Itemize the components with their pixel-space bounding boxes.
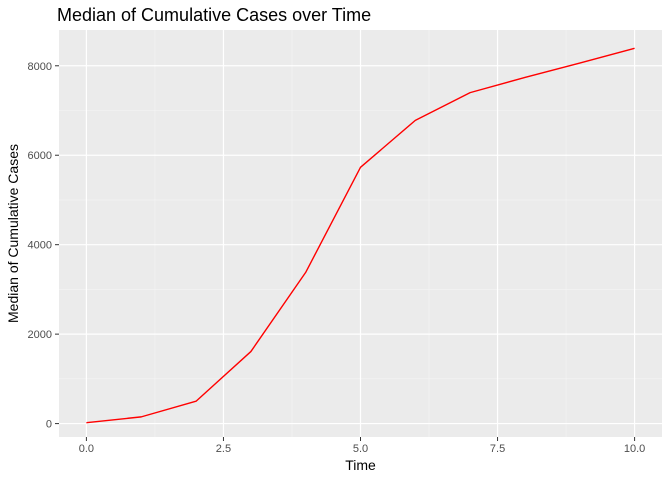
x-tick-label: 7.5 bbox=[490, 443, 505, 455]
y-axis-title: Median of Cumulative Cases bbox=[5, 144, 21, 323]
series-layer bbox=[86, 47, 635, 424]
x-axis-title: Time bbox=[345, 457, 376, 473]
y-tick-label: 8000 bbox=[28, 61, 52, 73]
x-tick-label: 10.0 bbox=[624, 443, 645, 455]
x-tick-label: 5.0 bbox=[353, 443, 368, 455]
y-tick-label: 6000 bbox=[28, 150, 52, 162]
grid-major bbox=[59, 30, 662, 437]
y-axis-ticks: 0 2000 4000 6000 8000 bbox=[28, 61, 59, 431]
y-tick-label: 2000 bbox=[28, 329, 52, 341]
x-tick-label: 0.0 bbox=[79, 443, 94, 455]
x-tick-label: 2.5 bbox=[216, 443, 231, 455]
series-line bbox=[86, 47, 635, 424]
y-tick-label: 0 bbox=[46, 419, 52, 431]
chart-title: Median of Cumulative Cases over Time bbox=[57, 5, 371, 25]
y-tick-label: 4000 bbox=[28, 240, 52, 252]
x-axis-ticks: 0.0 2.5 5.0 7.5 10.0 bbox=[79, 437, 645, 455]
